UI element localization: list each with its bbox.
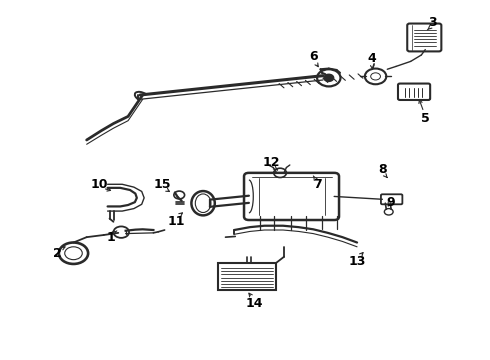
Text: 1: 1: [107, 231, 115, 244]
Text: 10: 10: [90, 178, 108, 191]
Text: 2: 2: [53, 247, 62, 260]
Text: 12: 12: [263, 156, 281, 169]
Text: 11: 11: [167, 215, 185, 228]
Text: 5: 5: [421, 112, 430, 125]
Text: 9: 9: [387, 195, 395, 209]
Circle shape: [324, 74, 334, 81]
Text: 4: 4: [368, 52, 376, 65]
Bar: [218, 263, 276, 290]
Text: 6: 6: [309, 50, 318, 63]
Text: 7: 7: [313, 178, 321, 191]
Text: 3: 3: [428, 16, 437, 29]
Text: 14: 14: [246, 297, 264, 310]
Text: 15: 15: [153, 178, 171, 191]
Text: 8: 8: [378, 163, 387, 176]
Text: 13: 13: [348, 255, 366, 268]
